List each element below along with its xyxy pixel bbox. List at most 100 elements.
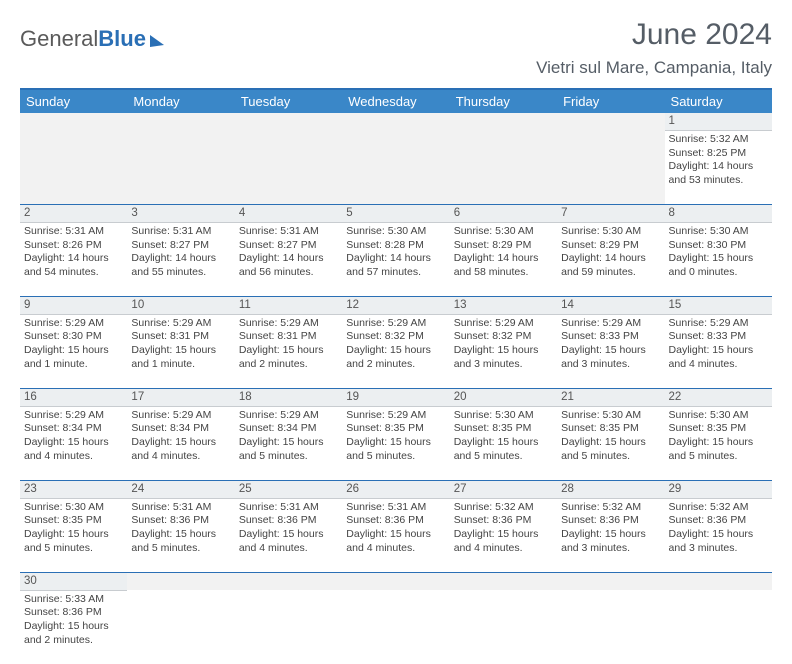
sunrise-text: Sunrise: 5:31 AM bbox=[239, 225, 338, 239]
empty-cell bbox=[235, 130, 342, 204]
day-cell: Sunrise: 5:31 AMSunset: 8:27 PMDaylight:… bbox=[235, 222, 342, 296]
daylight-text: Daylight: 14 hours and 55 minutes. bbox=[131, 252, 230, 279]
daylight-text: Daylight: 15 hours and 4 minutes. bbox=[131, 436, 230, 463]
sunset-text: Sunset: 8:31 PM bbox=[239, 330, 338, 344]
empty-cell bbox=[450, 590, 557, 664]
empty-daynum bbox=[235, 113, 342, 130]
sunrise-text: Sunrise: 5:30 AM bbox=[561, 225, 660, 239]
sunset-text: Sunset: 8:36 PM bbox=[239, 514, 338, 528]
sunset-text: Sunset: 8:36 PM bbox=[454, 514, 553, 528]
sunset-text: Sunset: 8:31 PM bbox=[131, 330, 230, 344]
empty-cell bbox=[127, 130, 234, 204]
day-number: 6 bbox=[450, 204, 557, 222]
sunset-text: Sunset: 8:35 PM bbox=[561, 422, 660, 436]
sunrise-text: Sunrise: 5:29 AM bbox=[346, 317, 445, 331]
sunset-text: Sunset: 8:35 PM bbox=[454, 422, 553, 436]
day-header: Saturday bbox=[665, 89, 772, 113]
day-cell: Sunrise: 5:32 AMSunset: 8:25 PMDaylight:… bbox=[665, 130, 772, 204]
location: Vietri sul Mare, Campania, Italy bbox=[536, 58, 772, 78]
sunrise-text: Sunrise: 5:32 AM bbox=[561, 501, 660, 515]
day-number: 3 bbox=[127, 204, 234, 222]
day-header: Wednesday bbox=[342, 89, 449, 113]
sunset-text: Sunset: 8:34 PM bbox=[131, 422, 230, 436]
day-cell: Sunrise: 5:29 AMSunset: 8:31 PMDaylight:… bbox=[127, 314, 234, 388]
sunset-text: Sunset: 8:35 PM bbox=[24, 514, 123, 528]
day-number: 7 bbox=[557, 204, 664, 222]
logo: GeneralBlue bbox=[20, 18, 164, 52]
day-number: 4 bbox=[235, 204, 342, 222]
sunset-text: Sunset: 8:36 PM bbox=[131, 514, 230, 528]
day-number: 19 bbox=[342, 388, 449, 406]
empty-daynum bbox=[557, 572, 664, 590]
sunrise-text: Sunrise: 5:32 AM bbox=[454, 501, 553, 515]
empty-daynum bbox=[450, 572, 557, 590]
header: GeneralBlue June 2024 Vietri sul Mare, C… bbox=[20, 18, 772, 78]
sunset-text: Sunset: 8:28 PM bbox=[346, 239, 445, 253]
daylight-text: Daylight: 15 hours and 1 minute. bbox=[131, 344, 230, 371]
sunrise-text: Sunrise: 5:30 AM bbox=[561, 409, 660, 423]
daylight-text: Daylight: 14 hours and 54 minutes. bbox=[24, 252, 123, 279]
sunrise-text: Sunrise: 5:29 AM bbox=[24, 317, 123, 331]
sunrise-text: Sunrise: 5:31 AM bbox=[131, 501, 230, 515]
sunset-text: Sunset: 8:35 PM bbox=[346, 422, 445, 436]
sunrise-text: Sunrise: 5:31 AM bbox=[346, 501, 445, 515]
daylight-text: Daylight: 15 hours and 4 minutes. bbox=[454, 528, 553, 555]
empty-cell bbox=[20, 130, 127, 204]
sunrise-text: Sunrise: 5:29 AM bbox=[239, 409, 338, 423]
daylight-text: Daylight: 15 hours and 3 minutes. bbox=[561, 344, 660, 371]
day-number: 16 bbox=[20, 388, 127, 406]
sunrise-text: Sunrise: 5:29 AM bbox=[561, 317, 660, 331]
sunrise-text: Sunrise: 5:31 AM bbox=[239, 501, 338, 515]
empty-daynum bbox=[342, 113, 449, 130]
daylight-text: Daylight: 14 hours and 56 minutes. bbox=[239, 252, 338, 279]
info-row: Sunrise: 5:33 AMSunset: 8:36 PMDaylight:… bbox=[20, 590, 772, 664]
day-cell: Sunrise: 5:29 AMSunset: 8:35 PMDaylight:… bbox=[342, 406, 449, 480]
empty-cell bbox=[665, 590, 772, 664]
day-cell: Sunrise: 5:30 AMSunset: 8:35 PMDaylight:… bbox=[557, 406, 664, 480]
logo-text-a: General bbox=[20, 26, 98, 52]
daylight-text: Daylight: 15 hours and 2 minutes. bbox=[24, 620, 123, 647]
empty-daynum bbox=[342, 572, 449, 590]
day-cell: Sunrise: 5:29 AMSunset: 8:34 PMDaylight:… bbox=[127, 406, 234, 480]
sunset-text: Sunset: 8:35 PM bbox=[669, 422, 768, 436]
empty-cell bbox=[342, 130, 449, 204]
daynum-row: 2345678 bbox=[20, 204, 772, 222]
sunset-text: Sunset: 8:33 PM bbox=[561, 330, 660, 344]
sunrise-text: Sunrise: 5:30 AM bbox=[454, 409, 553, 423]
day-cell: Sunrise: 5:30 AMSunset: 8:35 PMDaylight:… bbox=[665, 406, 772, 480]
daylight-text: Daylight: 15 hours and 5 minutes. bbox=[346, 436, 445, 463]
sunset-text: Sunset: 8:30 PM bbox=[24, 330, 123, 344]
day-cell: Sunrise: 5:32 AMSunset: 8:36 PMDaylight:… bbox=[450, 498, 557, 572]
sunset-text: Sunset: 8:27 PM bbox=[239, 239, 338, 253]
sunrise-text: Sunrise: 5:30 AM bbox=[346, 225, 445, 239]
day-cell: Sunrise: 5:30 AMSunset: 8:35 PMDaylight:… bbox=[450, 406, 557, 480]
sunset-text: Sunset: 8:36 PM bbox=[669, 514, 768, 528]
info-row: Sunrise: 5:32 AMSunset: 8:25 PMDaylight:… bbox=[20, 130, 772, 204]
sunrise-text: Sunrise: 5:33 AM bbox=[24, 593, 123, 607]
empty-daynum bbox=[450, 113, 557, 130]
daylight-text: Daylight: 14 hours and 59 minutes. bbox=[561, 252, 660, 279]
day-number: 5 bbox=[342, 204, 449, 222]
daylight-text: Daylight: 15 hours and 4 minutes. bbox=[346, 528, 445, 555]
day-number: 25 bbox=[235, 480, 342, 498]
day-cell: Sunrise: 5:33 AMSunset: 8:36 PMDaylight:… bbox=[20, 590, 127, 664]
day-number: 10 bbox=[127, 296, 234, 314]
day-cell: Sunrise: 5:31 AMSunset: 8:36 PMDaylight:… bbox=[127, 498, 234, 572]
daylight-text: Daylight: 15 hours and 3 minutes. bbox=[669, 528, 768, 555]
sunrise-text: Sunrise: 5:32 AM bbox=[669, 501, 768, 515]
daylight-text: Daylight: 15 hours and 4 minutes. bbox=[239, 528, 338, 555]
day-number: 11 bbox=[235, 296, 342, 314]
sunrise-text: Sunrise: 5:29 AM bbox=[346, 409, 445, 423]
day-cell: Sunrise: 5:29 AMSunset: 8:31 PMDaylight:… bbox=[235, 314, 342, 388]
sunrise-text: Sunrise: 5:30 AM bbox=[669, 409, 768, 423]
daylight-text: Daylight: 15 hours and 2 minutes. bbox=[346, 344, 445, 371]
empty-daynum bbox=[20, 113, 127, 130]
day-cell: Sunrise: 5:31 AMSunset: 8:36 PMDaylight:… bbox=[342, 498, 449, 572]
daylight-text: Daylight: 15 hours and 1 minute. bbox=[24, 344, 123, 371]
day-cell: Sunrise: 5:30 AMSunset: 8:30 PMDaylight:… bbox=[665, 222, 772, 296]
sunrise-text: Sunrise: 5:30 AM bbox=[669, 225, 768, 239]
sunrise-text: Sunrise: 5:30 AM bbox=[24, 501, 123, 515]
empty-daynum bbox=[127, 113, 234, 130]
day-number: 20 bbox=[450, 388, 557, 406]
daylight-text: Daylight: 14 hours and 57 minutes. bbox=[346, 252, 445, 279]
